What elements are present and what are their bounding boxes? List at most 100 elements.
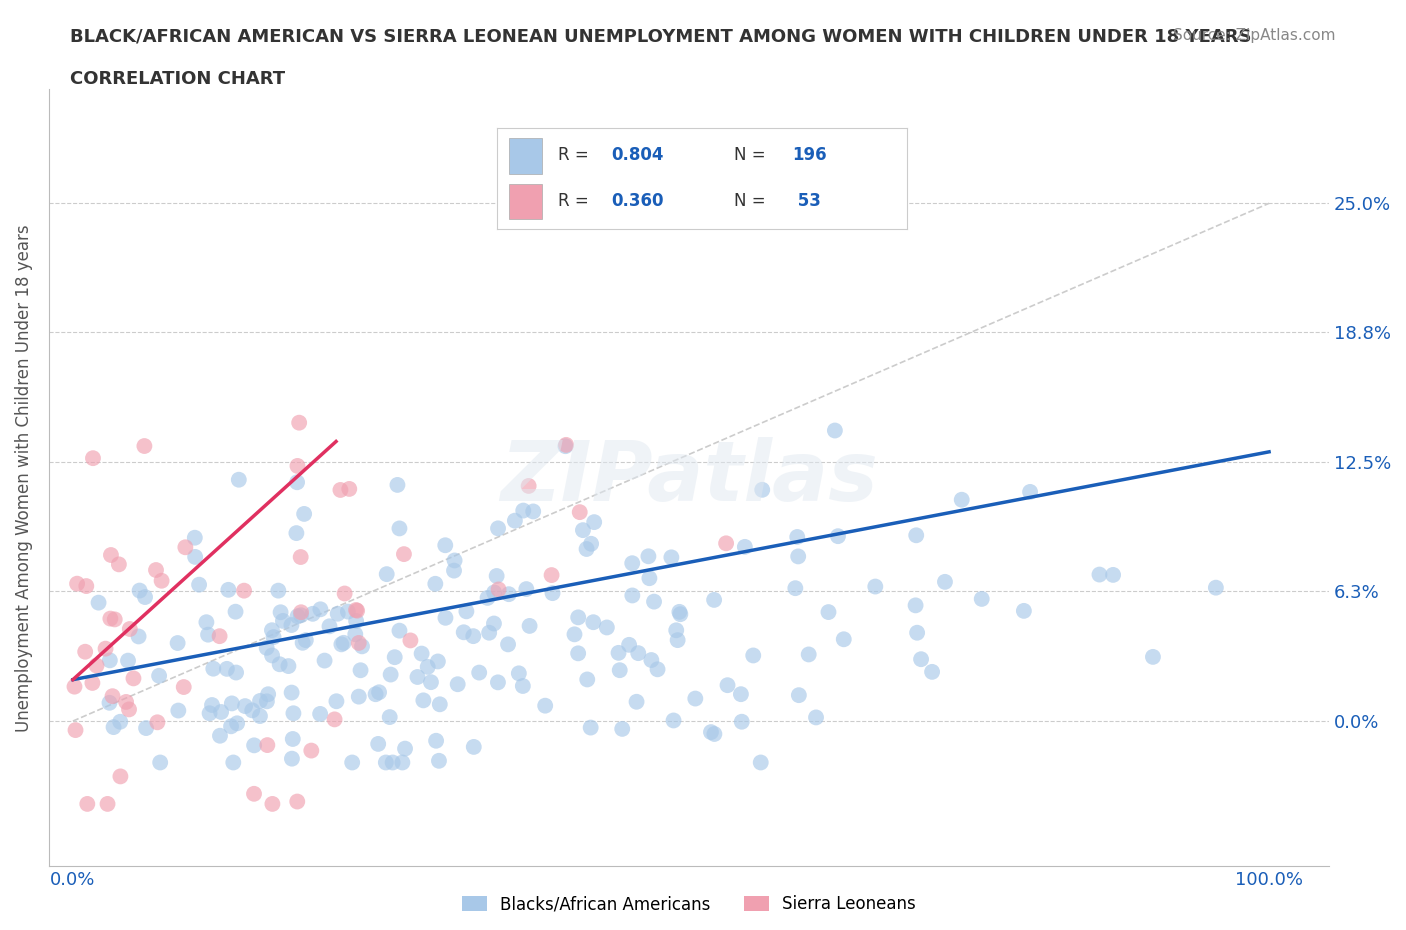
Point <box>742 648 765 663</box>
Point <box>609 663 631 678</box>
Point <box>700 724 723 739</box>
Point <box>281 751 304 766</box>
Point <box>262 796 284 811</box>
Point <box>98 611 121 626</box>
Point <box>217 582 239 597</box>
Text: CORRELATION CHART: CORRELATION CHART <box>70 70 285 87</box>
Point <box>222 755 245 770</box>
Point <box>267 583 290 598</box>
Point <box>285 794 308 809</box>
Point <box>486 521 509 536</box>
Point <box>617 637 640 652</box>
Point <box>515 581 537 596</box>
Point <box>865 579 887 594</box>
Point <box>281 732 304 747</box>
Point <box>184 530 207 545</box>
Point <box>344 603 367 618</box>
Point <box>394 741 416 756</box>
Point <box>425 734 447 749</box>
Point <box>364 686 387 701</box>
Point <box>128 629 150 644</box>
Point <box>427 753 450 768</box>
Point <box>280 618 302 632</box>
Point <box>804 710 827 724</box>
Point <box>249 694 271 709</box>
Point <box>824 423 846 438</box>
Point <box>817 604 839 619</box>
Point <box>485 568 508 583</box>
Point <box>368 684 391 699</box>
Point <box>173 680 195 695</box>
Point <box>285 525 308 540</box>
Point <box>375 566 398 581</box>
Text: ZIPatlas: ZIPatlas <box>501 437 877 518</box>
Text: BLACK/AFRICAN AMERICAN VS SIERRA LEONEAN UNEMPLOYMENT AMONG WOMEN WITH CHILDREN : BLACK/AFRICAN AMERICAN VS SIERRA LEONEAN… <box>70 28 1251 46</box>
Point <box>567 610 589 625</box>
Point <box>104 612 127 627</box>
Point <box>921 664 943 679</box>
Point <box>434 610 457 625</box>
Point <box>420 675 443 690</box>
Point <box>579 537 602 551</box>
Point <box>290 604 312 619</box>
Point <box>221 696 243 711</box>
Point <box>392 547 415 562</box>
Point <box>256 737 278 752</box>
Point <box>1142 649 1164 664</box>
Point <box>787 687 810 702</box>
Point <box>260 623 283 638</box>
Point <box>568 505 591 520</box>
Point <box>399 633 422 648</box>
Point <box>287 458 309 473</box>
Point <box>429 697 451 711</box>
Point <box>197 627 219 642</box>
Point <box>277 658 299 673</box>
Point <box>344 627 367 642</box>
Point <box>288 415 311 430</box>
Point <box>627 645 650 660</box>
Point <box>329 483 352 498</box>
Point <box>637 549 659 564</box>
Point <box>290 608 312 623</box>
Point <box>336 604 359 619</box>
Point <box>188 578 211 592</box>
Point <box>555 437 578 452</box>
Point <box>208 728 231 743</box>
Point <box>482 585 505 600</box>
Point <box>434 538 457 552</box>
Point <box>486 675 509 690</box>
Point <box>150 573 173 588</box>
Point <box>512 679 534 694</box>
Point <box>496 637 519 652</box>
Point <box>488 582 510 597</box>
Point <box>477 591 499 605</box>
Point <box>416 659 439 674</box>
Point <box>426 654 449 669</box>
Point <box>215 661 238 676</box>
Point <box>638 571 661 586</box>
Point <box>65 723 87 737</box>
Point <box>463 739 485 754</box>
Point <box>108 557 131 572</box>
Point <box>621 588 644 603</box>
Point <box>685 691 707 706</box>
Point <box>579 720 602 735</box>
Point <box>797 647 820 662</box>
Point <box>115 695 138 710</box>
Point <box>86 658 108 673</box>
Point <box>391 755 413 770</box>
Point <box>508 666 530 681</box>
Point <box>149 755 172 770</box>
Point <box>135 721 157 736</box>
Point <box>731 714 754 729</box>
Point <box>384 650 406 665</box>
Point <box>412 693 434 708</box>
Point <box>1205 580 1227 595</box>
Point <box>576 672 599 687</box>
Point <box>714 536 737 551</box>
Point <box>503 513 526 528</box>
Point <box>128 583 150 598</box>
Point <box>134 590 156 604</box>
Point <box>344 614 367 629</box>
Point <box>148 669 170 684</box>
